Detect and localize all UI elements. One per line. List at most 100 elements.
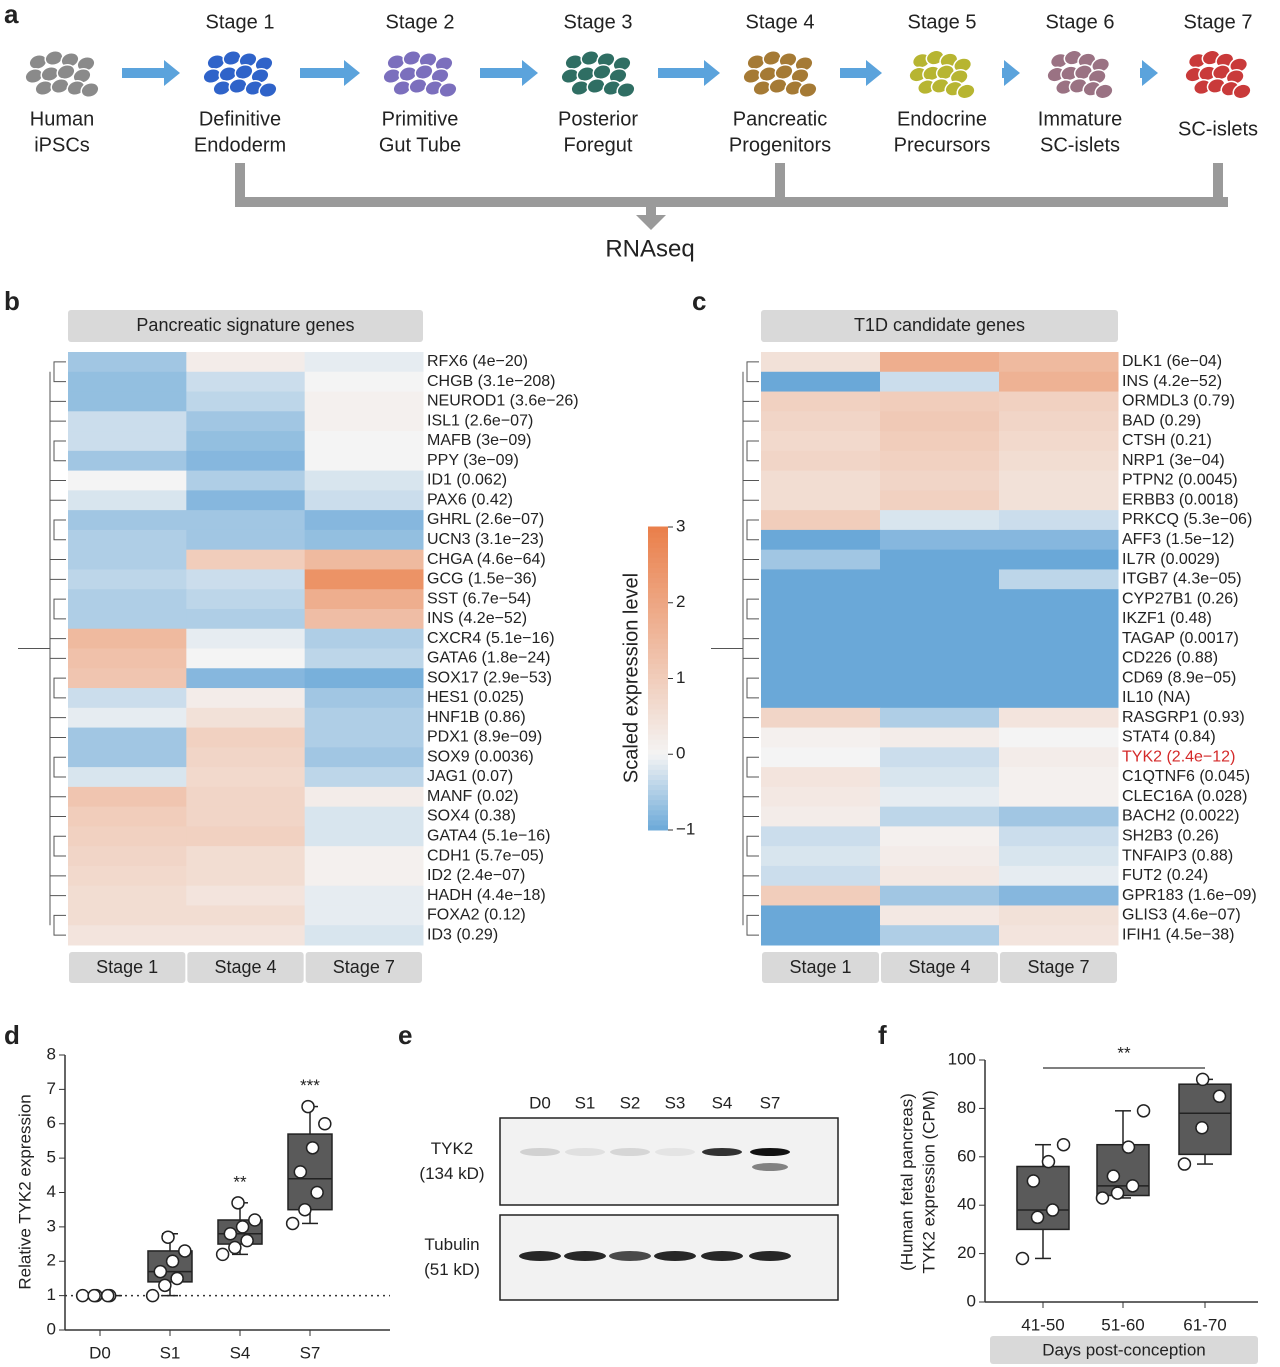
dendrogram — [746, 361, 759, 383]
heatmap-cell — [880, 529, 1000, 551]
dendrogram — [746, 598, 759, 620]
dendrogram — [746, 440, 759, 462]
heatmap-cell — [880, 391, 1000, 412]
colorbar-segment — [648, 546, 668, 553]
blot — [499, 1117, 839, 1206]
arrow — [300, 68, 346, 78]
gene-label: ERBB3 (0.0018) — [1122, 491, 1239, 508]
heatmap-cell — [186, 747, 306, 768]
dendrogram — [746, 835, 759, 857]
data-point — [298, 1202, 312, 1217]
x-tick-label: 51-60 — [1101, 1315, 1144, 1334]
heatmap-cell — [999, 529, 1119, 551]
colorbar-segment — [648, 667, 668, 674]
column-box — [881, 952, 998, 983]
heatmap-cell — [304, 826, 424, 847]
heatmap-cell — [999, 707, 1119, 729]
data-point — [301, 1099, 315, 1114]
heatmap-cell — [304, 925, 424, 946]
gene-label: ITGB7 (4.3e−05) — [1122, 571, 1242, 588]
cell — [1094, 83, 1114, 100]
gene-label: SOX17 (2.9e−53) — [427, 669, 552, 686]
dendrogram — [49, 796, 66, 818]
heatmap-cell — [68, 727, 187, 748]
colorbar-tick-label: 3 — [676, 516, 685, 535]
data-point — [1121, 1140, 1136, 1154]
gene-label: CXCR4 (5.1e−16) — [427, 630, 555, 647]
data-point — [1212, 1089, 1227, 1104]
heatmap-cell — [999, 688, 1119, 709]
data-point — [215, 1247, 230, 1262]
gene-label: CLEC16A (0.028) — [1122, 788, 1247, 805]
heatmap-cell — [186, 767, 306, 788]
colorbar-segment — [648, 713, 668, 720]
stage-name: Posterior — [558, 108, 638, 130]
data-point — [248, 1213, 262, 1227]
stage-name: Endocrine — [897, 108, 987, 130]
colorbar-segment — [648, 768, 668, 775]
cell — [234, 63, 254, 81]
colorbar-segment — [648, 784, 668, 791]
heatmap-cell — [186, 865, 306, 887]
heatmap-cell — [999, 569, 1119, 590]
heatmap-cell — [999, 846, 1119, 867]
data-point — [158, 1278, 172, 1293]
data-point — [1195, 1121, 1209, 1135]
cell — [1232, 83, 1252, 100]
stage-name: Progenitors — [729, 134, 831, 156]
heatmap-cell — [880, 589, 1000, 610]
header: Pancreatic signature genes — [136, 315, 354, 335]
heatmap-cell — [304, 529, 424, 551]
stage-name: SC-islets — [1178, 118, 1258, 140]
dendrogram — [742, 479, 759, 501]
heatmap-cell — [68, 707, 187, 729]
heatmap-cell — [999, 391, 1119, 412]
heatmap-cell — [304, 688, 424, 709]
heatmap-cell — [999, 608, 1119, 630]
heatmap-cell — [68, 490, 187, 511]
heatmap-cell — [880, 371, 1000, 393]
heatmap-cell — [999, 470, 1119, 491]
heatmap-cell — [186, 648, 306, 669]
y-tick-label: 3 — [47, 1216, 56, 1235]
arrow — [840, 68, 868, 78]
heatmap-cell — [68, 885, 187, 906]
data-point — [165, 1254, 180, 1268]
cell — [956, 83, 976, 100]
significance: *** — [300, 1076, 320, 1095]
heatmap-cell — [186, 549, 306, 570]
gene-label: GPR183 (1.6e−09) — [1122, 887, 1257, 904]
heatmap-cell — [68, 411, 187, 432]
heatmap-cell — [68, 806, 187, 827]
bracket — [235, 163, 245, 207]
gene-label: CHGA (4.6e−64) — [427, 551, 546, 568]
gene-label: IKZF1 (0.48) — [1122, 610, 1212, 627]
dendrogram — [53, 598, 66, 620]
colorbar-segment — [648, 571, 668, 578]
heatmap-cell — [304, 865, 424, 887]
stage-name: Foregut — [564, 134, 633, 156]
data-point — [153, 1264, 168, 1279]
gene-label: TNFAIP3 (0.88) — [1122, 847, 1233, 864]
heatmap-cell — [880, 352, 1000, 373]
heatmap-cell — [304, 352, 424, 373]
band — [520, 1148, 560, 1156]
dendrogram — [53, 756, 66, 778]
heatmap-cell — [761, 490, 881, 511]
colorbar-segment — [648, 743, 668, 750]
heatmap-cell — [880, 569, 1000, 590]
heatmap-cell — [186, 826, 306, 847]
colorbar-segment — [648, 642, 668, 649]
heatmap-cell — [880, 865, 1000, 887]
colorbar-segment — [648, 526, 668, 533]
heatmap-cell — [68, 786, 187, 808]
heatmap-cell — [761, 589, 881, 610]
cell — [250, 67, 270, 85]
gene-label: ID3 (0.29) — [427, 926, 498, 943]
band — [565, 1148, 605, 1156]
gene-label: PAX6 (0.42) — [427, 491, 513, 508]
heatmap-cell — [186, 391, 306, 412]
heatmap-cell — [304, 510, 424, 531]
cell — [44, 49, 64, 67]
heatmap-cell — [999, 727, 1119, 748]
